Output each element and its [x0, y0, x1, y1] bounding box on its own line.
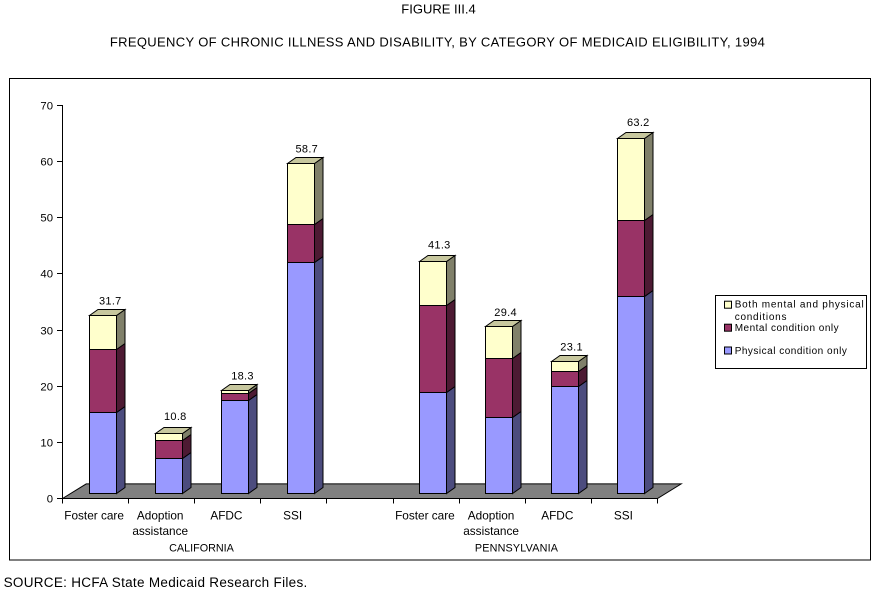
- svg-text:Adoption: Adoption: [137, 509, 184, 523]
- svg-text:Adoption: Adoption: [468, 509, 515, 523]
- svg-text:0: 0: [47, 493, 53, 505]
- svg-text:70: 70: [40, 100, 53, 112]
- svg-text:conditions: conditions: [735, 312, 788, 323]
- svg-text:10: 10: [40, 437, 53, 449]
- svg-text:Mental condition only: Mental condition only: [735, 323, 839, 334]
- svg-text:AFDC: AFDC: [541, 509, 574, 523]
- svg-text:Foster care: Foster care: [64, 509, 124, 523]
- svg-text:29.4: 29.4: [494, 307, 517, 319]
- svg-text:SSI: SSI: [614, 509, 633, 523]
- svg-text:31.7: 31.7: [99, 295, 122, 307]
- svg-text:20: 20: [40, 381, 53, 393]
- svg-text:41.3: 41.3: [428, 240, 451, 252]
- svg-text:PENNSYLVANIA: PENNSYLVANIA: [475, 543, 559, 555]
- svg-text:63.2: 63.2: [627, 117, 650, 129]
- svg-text:60: 60: [40, 156, 53, 168]
- svg-text:10.8: 10.8: [164, 411, 187, 423]
- svg-text:FIGURE III.4: FIGURE III.4: [401, 2, 475, 17]
- svg-text:23.1: 23.1: [560, 342, 583, 354]
- svg-text:58.7: 58.7: [295, 143, 318, 155]
- svg-text:40: 40: [40, 268, 53, 280]
- svg-text:18.3: 18.3: [231, 370, 254, 382]
- svg-text:Both mental and physical: Both mental and physical: [735, 300, 865, 311]
- svg-text:30: 30: [40, 325, 53, 337]
- svg-text:Foster care: Foster care: [395, 509, 455, 523]
- svg-text:AFDC: AFDC: [210, 509, 243, 523]
- svg-text:SSI: SSI: [283, 509, 302, 523]
- svg-text:Physical condition only: Physical condition only: [735, 346, 848, 357]
- svg-text:50: 50: [40, 212, 53, 224]
- svg-text:FREQUENCY OF CHRONIC ILLNESS A: FREQUENCY OF CHRONIC ILLNESS AND DISABIL…: [110, 35, 765, 50]
- svg-text:CALIFORNIA: CALIFORNIA: [169, 543, 235, 555]
- svg-text:assistance: assistance: [463, 524, 519, 538]
- svg-text:assistance: assistance: [132, 524, 188, 538]
- svg-text:SOURCE: HCFA State Medicaid Re: SOURCE: HCFA State Medicaid Research Fil…: [4, 575, 308, 590]
